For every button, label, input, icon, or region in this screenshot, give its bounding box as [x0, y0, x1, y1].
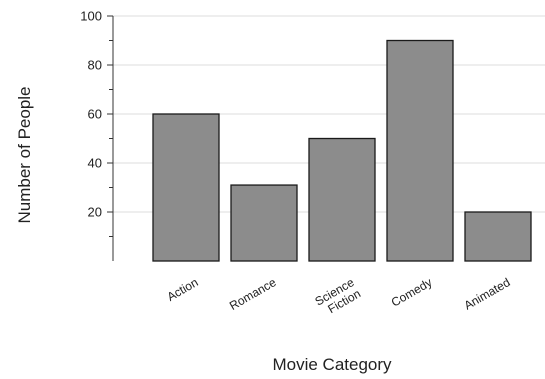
y-tick-label: 40: [88, 156, 102, 171]
bars: [152, 39, 532, 262]
bar: [464, 211, 532, 262]
x-category-label-line: Romance: [227, 275, 279, 313]
x-axis-title: Movie Category: [272, 355, 392, 374]
y-tick-label: 80: [88, 58, 102, 73]
x-category-label: Romance: [227, 275, 279, 313]
y-tick-label: 20: [88, 205, 102, 220]
x-category-labels: Action Romance ScienceFiction Comedy Animate…: [165, 275, 513, 320]
y-tick-labels: 20 40 60 80 100: [80, 9, 102, 220]
y-axis-title: Number of People: [15, 86, 34, 223]
y-axis: [107, 15, 114, 261]
x-category-label: Action: [165, 275, 201, 304]
y-tick-label: 100: [80, 9, 102, 24]
bar: [308, 137, 376, 262]
bar: [152, 113, 220, 262]
x-category-label: Comedy: [389, 275, 435, 309]
y-tick-label: 60: [88, 107, 102, 122]
bar: [386, 39, 454, 262]
x-category-label-line: Animated: [462, 275, 513, 312]
x-category-label: ScienceFiction: [313, 275, 364, 320]
x-category-label-line: Action: [165, 275, 201, 304]
bar: [230, 184, 298, 262]
x-category-label: Animated: [462, 275, 513, 312]
x-category-label-line: Comedy: [389, 275, 435, 309]
